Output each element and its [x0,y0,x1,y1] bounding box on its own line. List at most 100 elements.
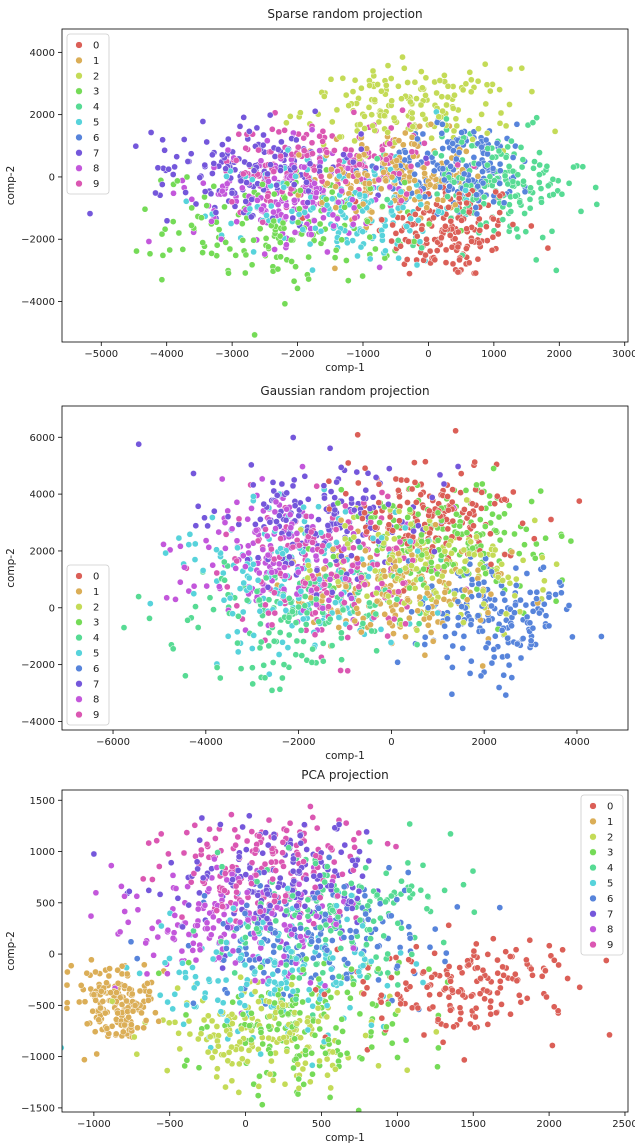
scatter-point-class-9 [351,843,358,851]
scatter-point-class-9 [454,161,462,169]
scatter-point-class-5 [265,670,273,678]
scatter-point-class-5 [201,994,209,1002]
scatter-point-class-2 [224,1057,232,1065]
scatter-point-class-8 [270,208,277,216]
scatter-point-class-7 [267,161,274,169]
scatter-point-class-6 [558,589,565,597]
scatter-point-class-5 [171,990,179,998]
scatter-point-class-8 [244,916,252,924]
scatter-point-class-0 [512,946,520,954]
scatter-point-class-0 [445,963,453,970]
scatter-point-class-3 [478,480,486,488]
scatter-point-class-7 [289,867,297,875]
scatter-point-class-8 [202,537,210,544]
scatter-point-class-7 [282,516,290,524]
scatter-point-class-9 [325,603,332,611]
scatter-point-class-2 [255,1083,263,1090]
scatter-point-class-2 [439,107,446,115]
scatter-point-class-0 [448,986,456,994]
scatter-point-class-8 [205,885,213,893]
y-tick-label: 4000 [30,490,55,501]
scatter-point-class-1 [416,122,424,130]
scatter-point-class-2 [496,86,503,93]
scatter-point-class-9 [350,108,358,116]
scatter-point-class-2 [344,540,351,548]
scatter-point-class-2 [511,592,519,600]
scatter-point-class-2 [460,619,467,626]
scatter-point-class-0 [354,479,362,487]
scatter-point-class-5 [189,964,196,971]
scatter-point-class-0 [559,946,566,954]
scatter-point-class-4 [533,114,541,122]
scatter-point-class-9 [300,858,307,866]
scatter-point-class-2 [486,87,494,95]
scatter-point-class-0 [422,251,429,259]
scatter-point-class-9 [361,581,369,589]
scatter-point-class-0 [493,492,501,500]
legend-label: 8 [93,695,99,706]
scatter-point-class-2 [213,1073,221,1081]
scatter-point-class-7 [207,190,215,198]
scatter-point-class-6 [500,671,508,679]
scatter-point-class-9 [231,826,239,834]
scatter-point-class-3 [166,246,174,254]
scatter-point-class-2 [466,68,474,76]
scatter-point-class-4 [333,886,341,894]
scatter-point-class-0 [576,983,584,991]
scatter-point-class-9 [311,631,319,639]
scatter-point-class-4 [234,639,241,647]
scatter-point-class-6 [442,949,450,957]
scatter-point-class-7 [303,178,310,186]
scatter-point-class-3 [388,1039,396,1047]
scatter-point-class-8 [210,924,217,932]
scatter-point-class-3 [316,220,324,228]
scatter-point-class-0 [442,222,449,230]
scatter-point-class-3 [188,222,195,229]
scatter-point-class-4 [539,234,547,241]
scatter-point-class-9 [268,858,275,866]
scatter-point-class-6 [527,637,535,645]
scatter-point-class-0 [392,954,400,961]
scatter-point-class-3 [161,225,169,233]
scatter-point-class-4 [319,640,327,647]
scatter-point-class-5 [378,534,386,542]
scatter-point-class-6 [523,613,531,621]
scatter-point-class-7 [359,872,366,880]
scatter-point-class-7 [301,472,309,480]
legend-marker [75,87,83,95]
scatter-point-class-2 [384,129,392,136]
scatter-point-class-4 [418,244,426,252]
scatter-point-class-2 [333,106,341,114]
scatter-point-class-0 [489,935,497,943]
scatter-point-class-6 [394,658,401,666]
scatter-point-class-4 [382,869,390,877]
scatter-point-class-4 [312,595,320,603]
scatter-point-class-9 [309,814,317,821]
scatter-point-class-6 [504,652,511,660]
x-tick-label: −1000 [346,349,380,360]
scatter-point-class-4 [321,878,329,886]
scatter-point-class-1 [88,956,95,964]
scatter-point-class-2 [419,111,427,118]
scatter-point-class-9 [212,835,219,842]
scatter-point-class-3 [276,232,284,240]
scatter-point-class-9 [392,544,400,552]
scatter-point-class-5 [279,550,286,558]
scatter-point-class-8 [118,883,125,890]
scatter-point-class-3 [521,541,528,549]
scatter-point-class-9 [378,489,386,496]
scatter-point-class-0 [544,244,552,252]
scatter-point-class-1 [357,628,365,636]
scatter-point-class-5 [419,979,427,986]
scatter-point-class-8 [221,519,229,526]
scatter-point-class-2 [255,998,262,1005]
scatter-point-class-1 [360,561,368,569]
legend-marker [75,633,83,642]
scatter-point-class-2 [204,1048,212,1056]
scatter-point-class-6 [426,943,434,951]
scatter-point-class-5 [277,980,285,987]
scatter-point-class-0 [433,247,441,254]
scatter-point-class-9 [310,166,318,174]
scatter-point-class-6 [491,632,499,640]
